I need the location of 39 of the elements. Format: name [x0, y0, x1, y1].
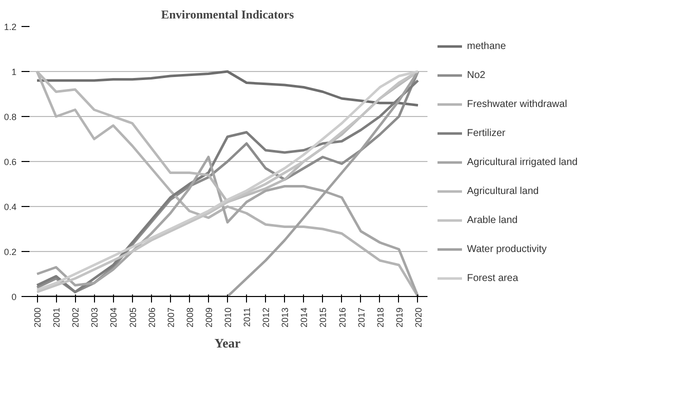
x-tick-label: 2005	[128, 307, 138, 328]
legend-label: Water productivity	[467, 244, 547, 254]
x-tick-label: 2000	[32, 307, 43, 328]
legend-label: methane	[467, 40, 506, 52]
legend-label: Fertilizer	[467, 128, 506, 138]
legend-label: No2	[467, 70, 486, 80]
legend-label: Freshwater withdrawal	[467, 98, 568, 110]
y-tick-label: 0.4	[4, 202, 17, 212]
y-tick-label: 1	[11, 67, 17, 77]
x-tick-label: 2003	[90, 307, 100, 328]
x-tick-label: 2013	[280, 307, 290, 328]
y-tick-label: 0.8	[4, 112, 17, 122]
legend-label: Forest area	[467, 272, 518, 284]
x-tick-label: 2010	[223, 307, 233, 328]
y-tick-label: 0.6	[4, 157, 17, 167]
x-tick-label: 2014	[299, 307, 310, 328]
x-tick-label: 2018	[375, 307, 386, 328]
x-tick-label: 2001	[52, 307, 62, 328]
x-axis-title: Year	[214, 336, 241, 351]
legend-label: Agricultural irrigated land	[467, 156, 578, 168]
x-tick-label: 2016	[337, 307, 348, 328]
x-tick-label: 2017	[356, 307, 366, 328]
x-tick-label: 2012	[261, 307, 272, 328]
legend-label: Arable land	[467, 214, 518, 226]
x-tick-label: 2011	[242, 307, 252, 327]
x-tick-label: 2007	[166, 307, 176, 328]
x-tick-label: 2009	[204, 307, 214, 328]
x-tick-label: 2008	[184, 307, 195, 328]
legend-label: Agricultural land	[467, 186, 539, 196]
x-tick-label: 2004	[108, 307, 119, 328]
x-tick-label: 2019	[394, 307, 404, 328]
x-tick-label: 2015	[318, 307, 328, 328]
x-tick-label: 2002	[70, 307, 81, 328]
x-tick-label: 2020	[413, 307, 424, 328]
x-tick-label: 2006	[146, 307, 157, 328]
chart-title: Environmental Indicators	[161, 8, 294, 22]
y-tick-label: 0	[11, 292, 17, 302]
y-tick-label: 0.2	[4, 247, 17, 257]
y-tick-label: 1.2	[4, 22, 17, 32]
